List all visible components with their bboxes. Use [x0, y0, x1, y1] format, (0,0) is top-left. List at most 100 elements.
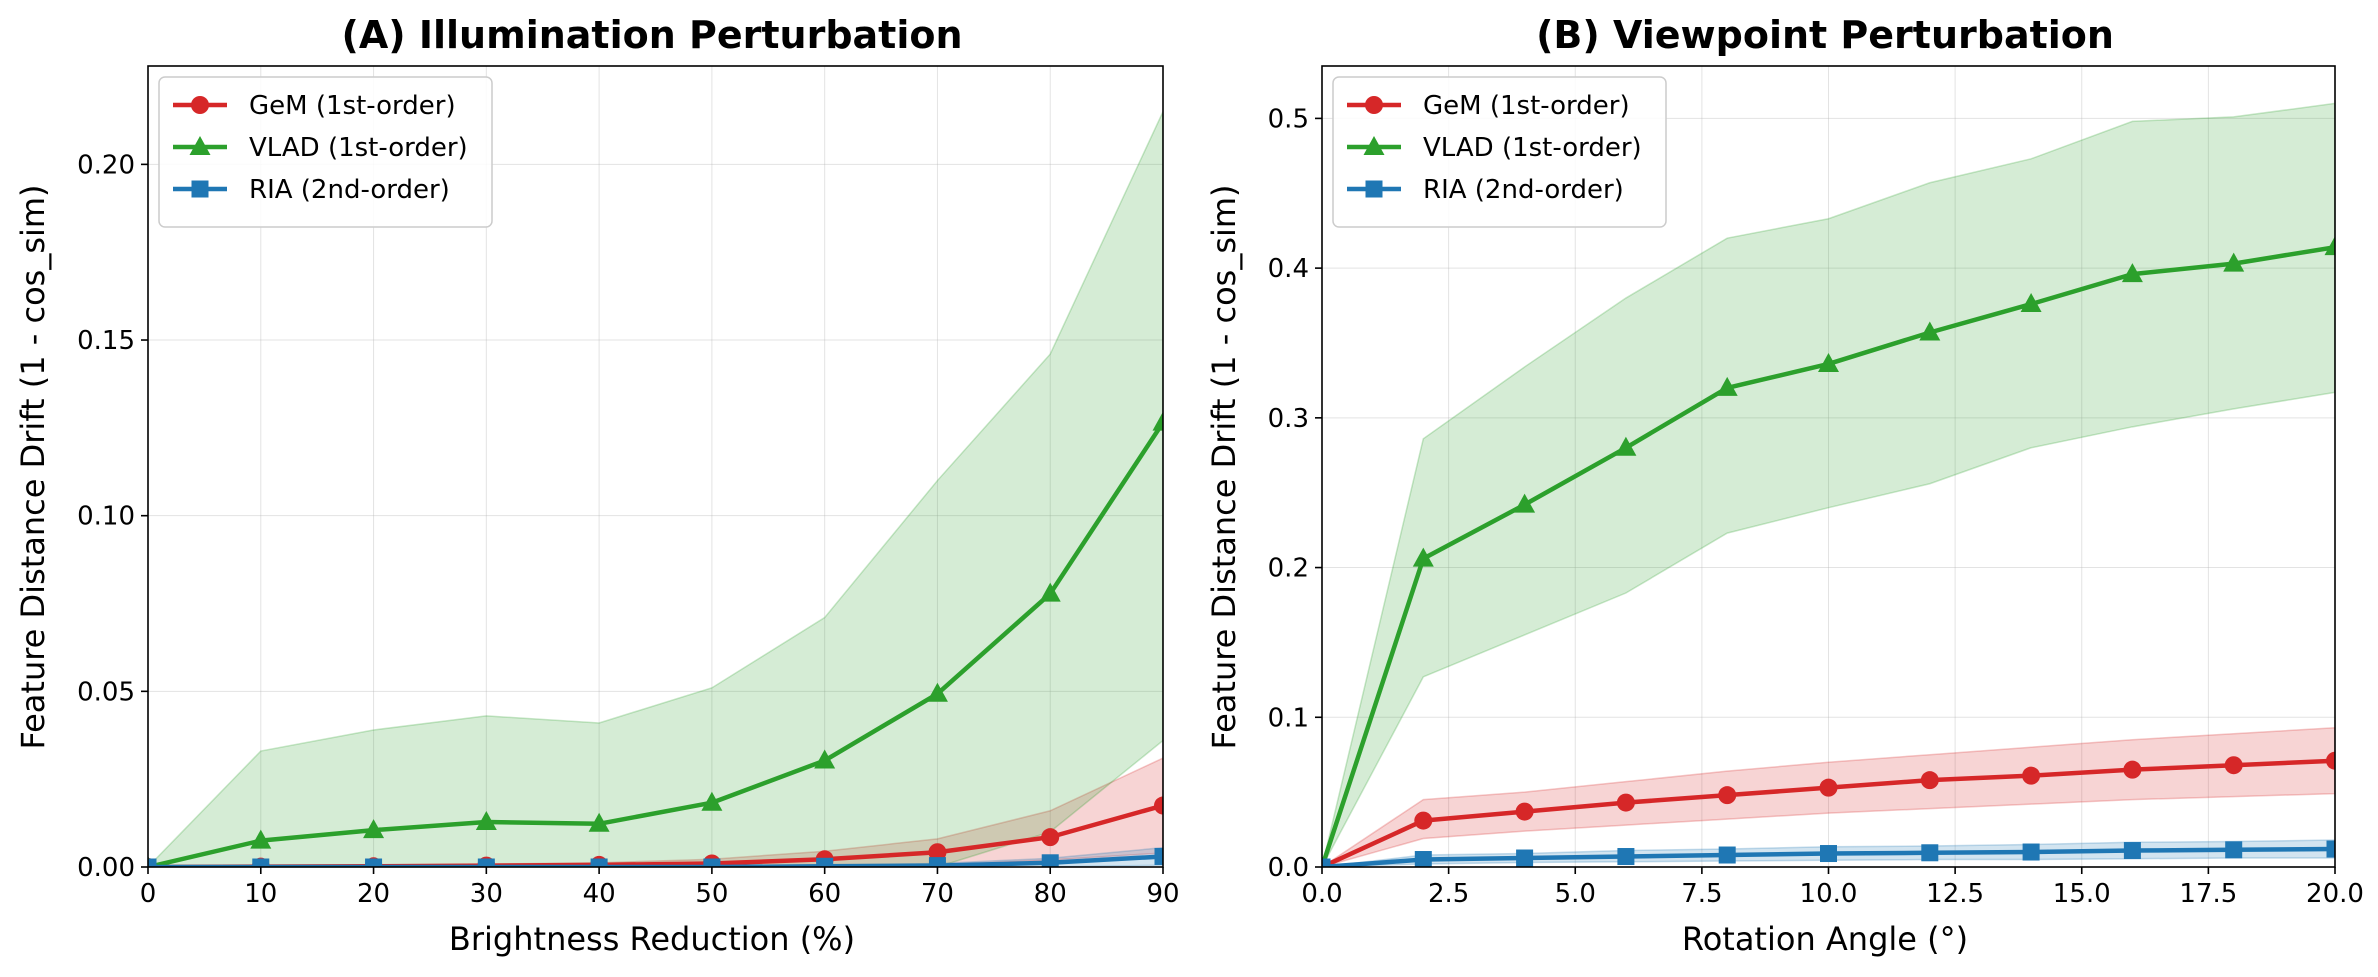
panel-a-legend-label-1: VLAD (1st-order) — [249, 133, 468, 163]
panel-a-y-axis-label: Feature Distance Drift (1 - cos_sim) — [14, 184, 52, 749]
panel-b-band-1 — [1322, 102, 2335, 867]
panel-a-xtick-label-3: 30 — [470, 879, 503, 909]
panel-b-point-2-9 — [2225, 841, 2243, 859]
panel-b-ytick-label-0: 0.0 — [1268, 853, 1309, 883]
panel-a-ticks: 0 10 20 30 40 50 60 70 80 90 0.00 0.05 0.10 0.15 0.20 — [77, 150, 1179, 909]
panel-a-ytick-label-4: 0.20 — [77, 150, 135, 180]
panel-a-legend-label-0: GeM (1st-order) — [249, 91, 456, 121]
panel-a-point-2-2 — [365, 858, 383, 867]
panel-a-point-0-9 — [1154, 796, 1163, 815]
panel-b-point-0-7 — [2022, 766, 2041, 785]
panel-b-point-0-10 — [2326, 751, 2335, 770]
panel-b-xtick-label-0: 0.0 — [1301, 879, 1342, 909]
panel-a-band-2 — [148, 846, 1163, 867]
panel-a-point-1-4 — [588, 812, 610, 832]
panel-a-xtick-label-6: 60 — [808, 879, 841, 909]
panel-a-point-1-8 — [1039, 582, 1061, 602]
panel-b-point-1-2 — [1514, 493, 1536, 513]
panel-a-legend-marker-0 — [191, 96, 209, 114]
panel-b-point-1-7 — [2020, 293, 2042, 313]
panel-a-axes-frame — [147, 65, 1164, 868]
panel-b-point-0-4 — [1718, 786, 1737, 805]
panel-a-legend-marker-1 — [189, 136, 211, 155]
panel-a-point-1-2 — [363, 819, 385, 839]
panel-a-point-1-5 — [701, 791, 723, 811]
panel-a-xtick-label-7: 70 — [921, 879, 954, 909]
panel-b-legend-box — [1332, 76, 1667, 228]
panel-b-point-2-4 — [1718, 846, 1736, 864]
panel-a-band-1 — [148, 111, 1163, 867]
panel-b-xtick-label-4: 10.0 — [1800, 879, 1858, 909]
panel-a-line-2 — [148, 854, 1163, 867]
panel-b-legend-marker-2 — [1365, 180, 1383, 198]
panel-b-xtick-label-6: 15.0 — [2053, 879, 2111, 909]
panel-b-ytick-label-4: 0.4 — [1268, 254, 1309, 284]
panel-a-markers-1 — [148, 411, 1163, 867]
panel-b-markers-0 — [1322, 751, 2335, 867]
panel-b-legend: GeM (1st-order) VLAD (1st-order) RIA (2nd-… — [1332, 76, 1667, 228]
panel-b-point-1-6 — [1919, 321, 1941, 341]
panel-b-plot-area: 0.0 2.5 5.0 7.5 10.0 12.5 15.0 17.5 20.0 0.0 0.1 0.… — [1268, 65, 2364, 909]
panel-a-xtick-label-2: 20 — [357, 879, 390, 909]
panel-b-point-1-1 — [1412, 547, 1434, 567]
panel-a-legend-label-2: RIA (2nd-order) — [249, 175, 450, 205]
panel-b-title: (B) Viewpoint Perturbation — [1536, 13, 2114, 57]
panel-b-point-1-3 — [1615, 436, 1637, 456]
panel-a-point-2-5 — [703, 858, 721, 867]
panel-a-point-2-1 — [252, 858, 270, 867]
panel-a-legend-marker-2 — [191, 180, 209, 198]
panel-a-ytick-label-1: 0.05 — [77, 677, 135, 707]
panel-b-series-layer — [1322, 102, 2335, 867]
panel-viewpoint: (B) Viewpoint Perturbation 0.0 2.5 5.0 7.5 1… — [1205, 13, 2364, 958]
panel-b-ytick-label-1: 0.1 — [1268, 703, 1309, 733]
panel-a-point-1-9 — [1152, 411, 1163, 431]
panel-a-point-1-3 — [475, 811, 497, 831]
panel-b-xtick-label-8: 20.0 — [2306, 879, 2364, 909]
panel-b-point-2-0 — [1322, 858, 1331, 867]
panel-b-xtick-label-1: 2.5 — [1428, 879, 1469, 909]
panel-b-ticks: 0.0 2.5 5.0 7.5 10.0 12.5 15.0 17.5 20.0 0.0 0.1 0.… — [1268, 104, 2364, 909]
panel-b-point-0-9 — [2224, 756, 2243, 775]
panel-b-point-2-6 — [1921, 844, 1939, 862]
panel-a-point-1-7 — [926, 682, 948, 702]
panel-a-point-0-8 — [1041, 828, 1060, 847]
panel-b-legend-marker-1 — [1363, 136, 1385, 155]
panel-a-xtick-label-5: 50 — [695, 879, 728, 909]
panel-b-xtick-label-5: 12.5 — [1926, 879, 1984, 909]
panel-a-xtick-label-0: 0 — [140, 879, 157, 909]
panel-b-point-2-1 — [1414, 851, 1432, 867]
panel-a-point-2-6 — [816, 857, 834, 867]
panel-a-plot-area: 0 10 20 30 40 50 60 70 80 90 0.00 0.05 0.10 0.15 0.20 — [77, 65, 1180, 909]
panel-a-xtick-label-9: 90 — [1146, 879, 1179, 909]
panel-b-point-1-10 — [2324, 236, 2335, 256]
panel-a-point-2-4 — [590, 858, 608, 867]
panel-a-point-2-8 — [1041, 854, 1059, 867]
panel-b-band-0 — [1322, 727, 2335, 867]
panel-a-xtick-label-1: 10 — [244, 879, 277, 909]
panel-a-point-1-6 — [814, 749, 836, 769]
panel-b-legend-label-2: RIA (2nd-order) — [1423, 175, 1624, 205]
panel-a-xtick-label-8: 80 — [1034, 879, 1067, 909]
panel-a-point-2-3 — [477, 858, 495, 867]
panel-a-ytick-label-0: 0.00 — [77, 853, 135, 883]
panel-b-markers-2 — [1322, 840, 2335, 867]
panel-b-point-1-4 — [1716, 376, 1738, 396]
panel-a-line-1 — [148, 421, 1163, 867]
panel-a-point-2-9 — [1154, 847, 1163, 865]
panel-b-markers-1 — [1322, 236, 2335, 867]
panel-a-ytick-label-2: 0.10 — [77, 502, 135, 532]
panel-b-point-0-2 — [1515, 802, 1534, 821]
panel-a-legend-box — [158, 76, 493, 228]
panel-b-legend-marker-0 — [1365, 96, 1383, 114]
panel-a-x-axis-label: Brightness Reduction (%) — [449, 920, 855, 958]
panel-b-point-0-1 — [1414, 811, 1433, 830]
panel-b-ytick-label-2: 0.2 — [1268, 554, 1309, 584]
panel-b-point-1-5 — [1818, 352, 1839, 372]
panel-b-point-1-8 — [2121, 263, 2143, 283]
panel-b-point-1-9 — [2223, 252, 2245, 272]
panel-a-ytick-label-3: 0.15 — [77, 326, 135, 356]
panel-b-point-0-6 — [1920, 771, 1939, 790]
panel-b-y-axis-label: Feature Distance Drift (1 - cos_sim) — [1205, 184, 1243, 749]
panel-illumination: (A) Illumination Perturbation 0 10 20 30 40 5… — [14, 13, 1180, 958]
